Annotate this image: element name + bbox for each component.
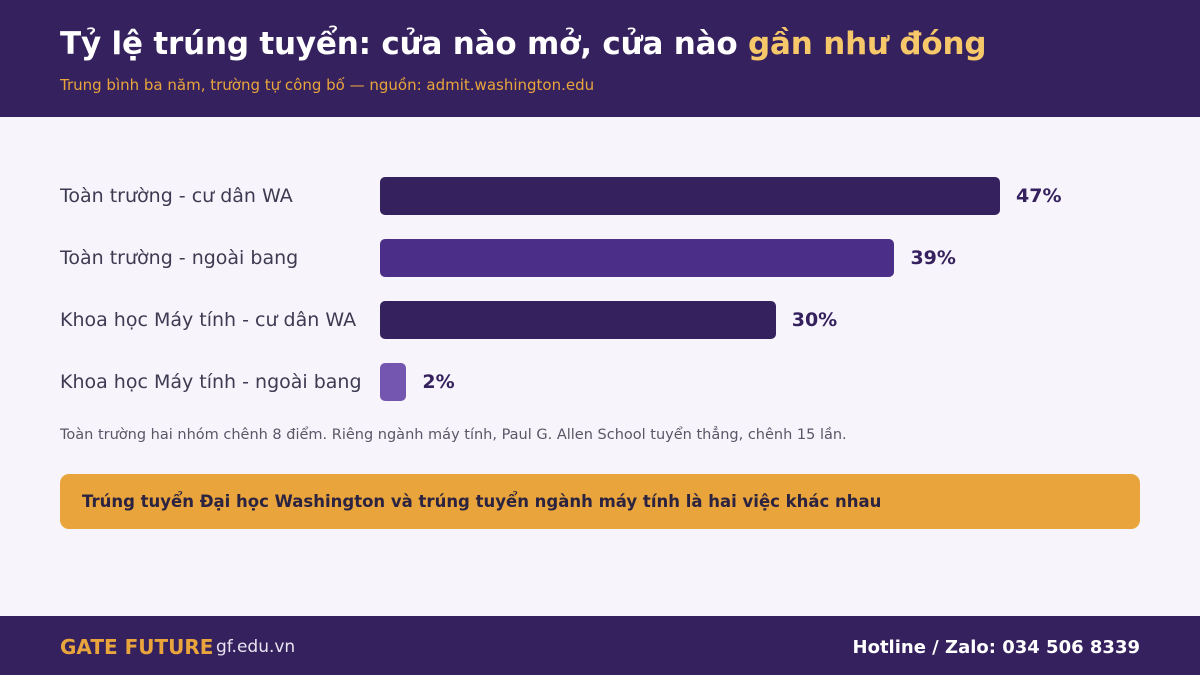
bar-value-label: 30% bbox=[791, 309, 838, 331]
bar bbox=[380, 301, 776, 339]
acceptance-rate-bar-chart: Toàn trường - cư dân WA 47% Toàn trường - … bbox=[0, 117, 1200, 437]
page-title: Tỷ lệ trúng tuyển: cửa nào mở, cửa nào g… bbox=[60, 26, 987, 62]
website-link[interactable]: gf.edu.vn bbox=[216, 637, 296, 657]
callout-text: Trúng tuyển Đại học Washington và trúng … bbox=[82, 492, 882, 511]
bar-row: Toàn trường - ngoài bang 39% bbox=[0, 239, 1200, 277]
page-subtitle: Trung bình ba năm, trường tự công bố — n… bbox=[60, 76, 595, 94]
hotline-contact[interactable]: Hotline / Zalo: 034 506 8339 bbox=[852, 637, 1140, 658]
bar-category-label: Khoa học Máy tính - ngoài bang bbox=[60, 371, 362, 393]
brand-name: GATE FUTURE bbox=[60, 635, 214, 659]
bar bbox=[380, 363, 407, 401]
bar bbox=[380, 239, 895, 277]
footer-bar: GATE FUTURE gf.edu.vn Hotline / Zalo: 03… bbox=[0, 616, 1200, 675]
chart-note: Toàn trường hai nhóm chênh 8 điểm. Riêng… bbox=[60, 427, 847, 443]
key-takeaway-callout: Trúng tuyển Đại học Washington và trúng … bbox=[60, 474, 1140, 529]
bar-value-label: 47% bbox=[1016, 185, 1062, 207]
bar-category-label: Toàn trường - ngoài bang bbox=[60, 247, 299, 269]
bar-row: Khoa học Máy tính - cư dân WA 30% bbox=[0, 301, 1200, 339]
title-highlight: gần như đóng bbox=[748, 26, 987, 62]
bar-category-label: Khoa học Máy tính - cư dân WA bbox=[60, 309, 357, 331]
bar-value-label: 2% bbox=[422, 371, 455, 393]
bar-row: Khoa học Máy tính - ngoài bang 2% bbox=[0, 363, 1200, 401]
title-main: Tỷ lệ trúng tuyển: cửa nào mở, cửa nào bbox=[60, 26, 749, 62]
header-banner: Tỷ lệ trúng tuyển: cửa nào mở, cửa nào g… bbox=[0, 0, 1200, 117]
bar-category-label: Toàn trường - cư dân WA bbox=[60, 185, 293, 207]
bar-value-label: 39% bbox=[910, 247, 956, 269]
bar bbox=[380, 177, 1000, 215]
bar-row: Toàn trường - cư dân WA 47% bbox=[0, 177, 1200, 215]
